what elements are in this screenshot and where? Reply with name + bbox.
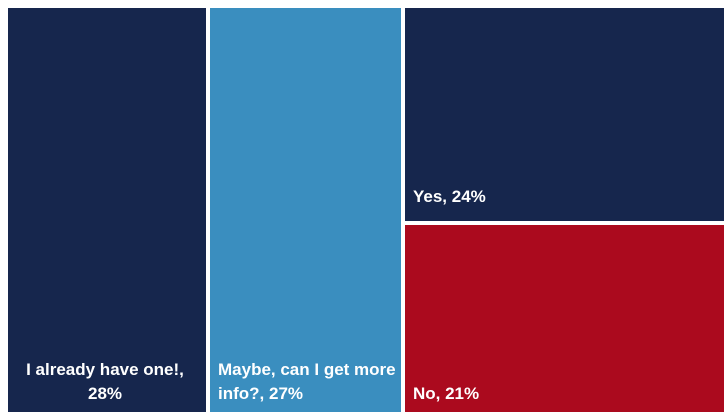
label-yes: Yes, 24%	[413, 187, 486, 206]
tile-no: No, 21%	[405, 225, 724, 412]
label-already-have-one: I already have one!, 28%	[26, 360, 184, 403]
tile-yes: Yes, 24%	[405, 8, 724, 221]
label-maybe-more-info: Maybe, can I get more info?, 27%	[218, 360, 396, 403]
label-no: No, 21%	[413, 384, 480, 403]
tile-already-have-one: I already have one!, 28%	[8, 8, 206, 412]
tile-maybe-more-info: Maybe, can I get more info?, 27%	[210, 8, 401, 412]
